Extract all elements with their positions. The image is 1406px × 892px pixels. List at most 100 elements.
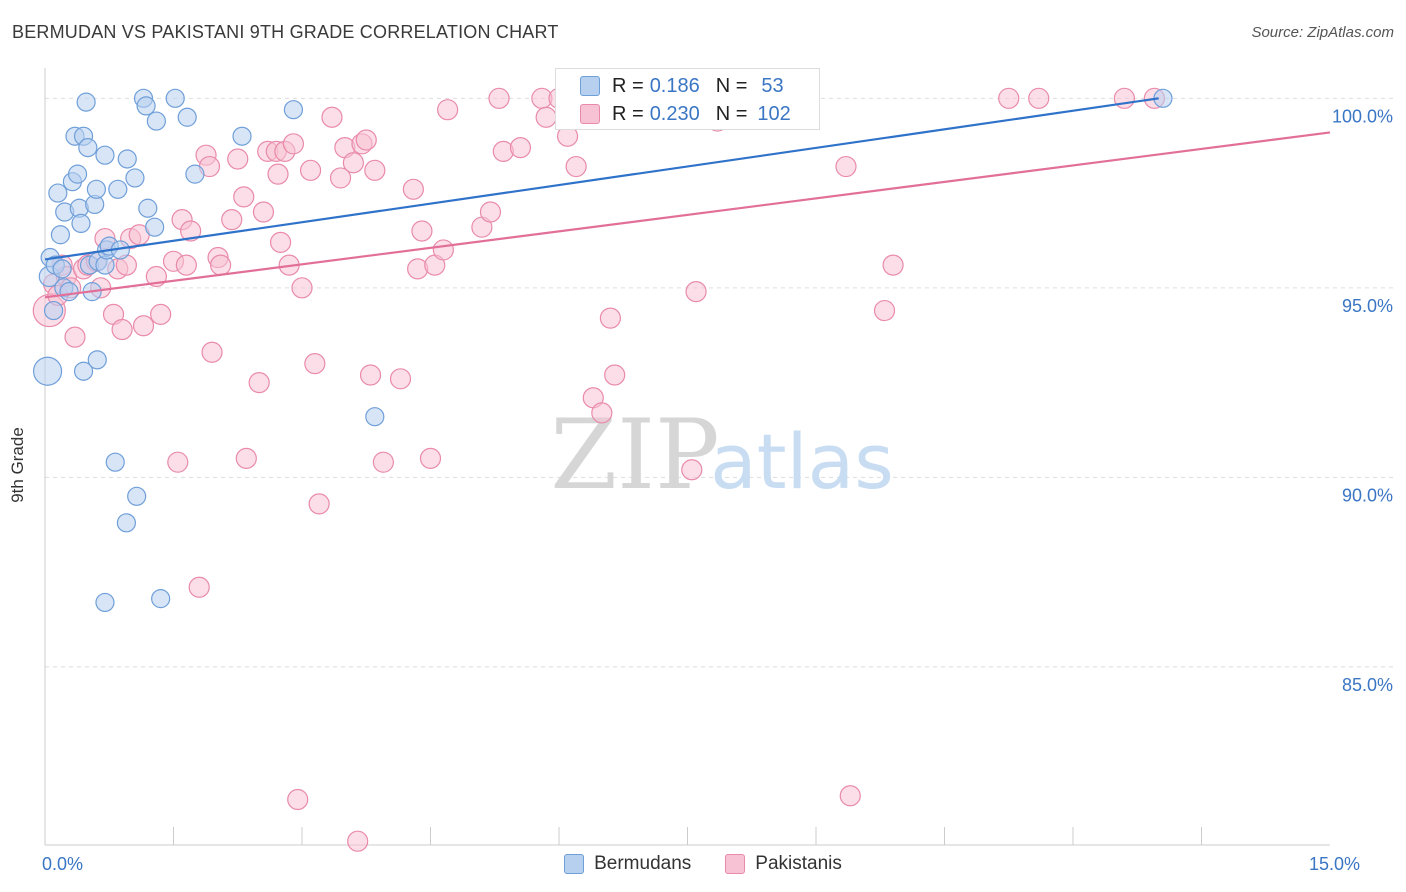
trend-layer (44, 97, 1331, 299)
bermudans-point (232, 126, 252, 146)
pakistanis-point (329, 167, 352, 189)
y-axis-label: 9th Grade (8, 427, 27, 503)
pakistanis-point (308, 493, 330, 515)
pakistanis-point (873, 299, 896, 322)
pakistanis-point (402, 178, 424, 200)
bermudans-point (95, 592, 115, 613)
bermudans-point (71, 213, 91, 233)
pakistanis-point (355, 129, 377, 151)
bermudans-point (127, 486, 147, 506)
pakistanis-point (150, 303, 172, 325)
bermudans-r-value: 0.186 (649, 74, 700, 97)
bermudans-point (32, 356, 63, 386)
pakistanis-point (411, 220, 433, 242)
watermark-zip: ZIP (550, 399, 719, 511)
pakistanis-point (167, 451, 189, 473)
bermudans-point (365, 407, 385, 427)
bermudans-point (50, 225, 71, 245)
pakistanis-point (188, 576, 210, 598)
bermudans-point (52, 259, 72, 279)
stats-legend: R = 0.186 N = 53 R = 0.230 N = 102 (555, 68, 820, 130)
bermudans-point (87, 350, 107, 370)
series-legend-pakistanis[interactable]: Pakistanis (725, 853, 842, 875)
bermudans-point (117, 149, 137, 169)
pakistanis-n-label: N = (715, 102, 748, 125)
pakistanis-point (221, 209, 243, 231)
pakistanis-point (479, 201, 502, 223)
pakistanis-point (389, 368, 412, 390)
bermudans-point (95, 145, 115, 165)
bermudans-point (67, 164, 88, 184)
pakistanis-point (64, 326, 86, 348)
series-legend-bermudans[interactable]: Bermudans (564, 853, 691, 875)
bermudans-trend-line (44, 97, 1159, 261)
pakistanis-point (235, 447, 257, 469)
pakistanis-point (347, 830, 369, 852)
bermudans-point (177, 107, 197, 127)
bermudans-legend-swatch (564, 854, 585, 874)
pakistanis-point (835, 155, 857, 178)
pakistanis-point (282, 133, 305, 155)
source-label: Source: ZipAtlas.com (1251, 24, 1394, 41)
pakistanis-trend-line (44, 131, 1331, 299)
bermudans-point (116, 513, 136, 533)
pakistanis-point (304, 353, 326, 375)
pakistanis-point (685, 281, 707, 303)
bermudans-point (146, 111, 166, 131)
tick-labels-layer: 100.0% 95.0% 90.0% 85.0% 0.0% 15.0% (42, 106, 1393, 874)
bermudans-point (138, 198, 158, 218)
pakistanis-point (419, 447, 442, 469)
pakistanis-point (269, 231, 292, 253)
pakistanis-swatch (580, 104, 600, 124)
pakistanis-point (359, 364, 382, 386)
pakistanis-point (210, 254, 232, 276)
pakistanis-point (681, 459, 703, 481)
pakistanis-point (437, 99, 459, 121)
pakistanis-point (509, 136, 532, 159)
pakistanis-point (252, 201, 275, 223)
pakistanis-legend-label: Pakistanis (755, 853, 842, 874)
stats-legend-row-bermudans: R = 0.186 N = 53 (580, 74, 784, 98)
pakistanis-point (111, 318, 133, 341)
pakistanis-point (565, 155, 587, 178)
pakistanis-point (1028, 87, 1050, 109)
pakistanis-point (287, 788, 309, 811)
bermudans-n-label: N = (715, 74, 748, 97)
y-tick-label: 85.0% (1342, 675, 1393, 695)
pakistanis-point (591, 402, 613, 424)
bermudans-point (78, 137, 98, 158)
y-tick-label: 95.0% (1342, 296, 1393, 316)
bermudans-point (76, 92, 96, 112)
pakistanis-point (599, 307, 622, 329)
bermudans-point (105, 452, 125, 472)
series-legend: Bermudans Pakistanis (0, 852, 1406, 876)
pakistanis-point (291, 277, 313, 299)
bermudans-swatch (580, 76, 600, 96)
pakistanis-point (604, 364, 626, 386)
axes-layer (44, 68, 1330, 846)
bermudans-legend-label: Bermudans (594, 853, 692, 874)
pakistanis-point (201, 341, 223, 363)
bermudans-point (283, 100, 304, 120)
pakistanis-point (372, 451, 394, 473)
bermudans-point (145, 217, 165, 237)
bermudans-point (48, 183, 68, 203)
pakistanis-point (998, 87, 1020, 109)
y-tick-label: 90.0% (1342, 485, 1393, 505)
x-tick-label: 0.0% (42, 854, 83, 874)
pakistanis-point (342, 152, 364, 174)
pakistanis-point (175, 254, 197, 276)
bermudans-point (86, 179, 107, 199)
grid-layer (45, 97, 1395, 668)
y-tick-label: 100.0% (1332, 106, 1393, 126)
watermark: ZIP atlas (550, 399, 893, 511)
pakistanis-point (839, 785, 861, 807)
pakistanis-point (535, 106, 557, 128)
pakistanis-point (267, 163, 289, 185)
pakistanis-point (364, 159, 386, 181)
bermudans-point (59, 282, 79, 302)
pakistanis-point (180, 220, 202, 242)
pakistanis-point (248, 371, 270, 394)
bermudans-point (165, 88, 185, 108)
pakistanis-point (321, 106, 343, 128)
